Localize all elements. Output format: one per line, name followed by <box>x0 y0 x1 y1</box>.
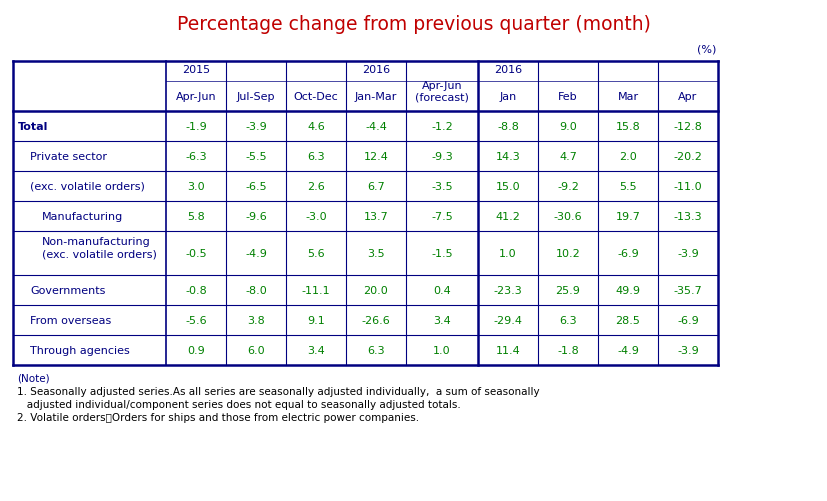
Text: 6.7: 6.7 <box>366 182 385 191</box>
Text: 2015: 2015 <box>182 65 210 75</box>
Text: 9.0: 9.0 <box>558 122 576 132</box>
Text: 6.3: 6.3 <box>366 345 385 355</box>
Text: 3.0: 3.0 <box>187 182 204 191</box>
Text: 3.8: 3.8 <box>246 315 265 325</box>
Text: -3.9: -3.9 <box>245 122 266 132</box>
Text: 15.8: 15.8 <box>615 122 639 132</box>
Text: Manufacturing: Manufacturing <box>42 211 123 221</box>
Text: -1.9: -1.9 <box>185 122 207 132</box>
Text: Percentage change from previous quarter (month): Percentage change from previous quarter … <box>177 16 650 35</box>
Text: Apr-Jun: Apr-Jun <box>175 92 216 102</box>
Text: 1.0: 1.0 <box>499 248 516 259</box>
Text: 2.6: 2.6 <box>307 182 324 191</box>
Text: Private sector: Private sector <box>30 152 107 162</box>
Text: 4.6: 4.6 <box>307 122 324 132</box>
Text: 3.4: 3.4 <box>307 345 324 355</box>
Text: (%): (%) <box>696 44 715 54</box>
Text: 20.0: 20.0 <box>363 286 388 296</box>
Text: -8.0: -8.0 <box>245 286 266 296</box>
Text: Non-manufacturing
(exc. volatile orders): Non-manufacturing (exc. volatile orders) <box>42 236 156 259</box>
Text: -9.2: -9.2 <box>557 182 578 191</box>
Text: -3.0: -3.0 <box>305 211 327 221</box>
Text: 2. Volatile orders：Orders for ships and those from electric power companies.: 2. Volatile orders：Orders for ships and … <box>17 412 418 422</box>
Text: -23.3: -23.3 <box>493 286 522 296</box>
Text: -26.6: -26.6 <box>361 315 390 325</box>
Text: 4.7: 4.7 <box>558 152 576 162</box>
Text: -1.2: -1.2 <box>431 122 452 132</box>
Text: adjusted individual/component series does not equal to seasonally adjusted total: adjusted individual/component series doe… <box>17 399 460 409</box>
Text: Jul-Sep: Jul-Sep <box>237 92 275 102</box>
Text: -0.5: -0.5 <box>185 248 207 259</box>
Text: -7.5: -7.5 <box>431 211 452 221</box>
Text: -6.3: -6.3 <box>185 152 207 162</box>
Text: -3.5: -3.5 <box>431 182 452 191</box>
Text: 28.5: 28.5 <box>614 315 639 325</box>
Text: -29.4: -29.4 <box>493 315 522 325</box>
Text: -9.3: -9.3 <box>431 152 452 162</box>
Text: Mar: Mar <box>617 92 638 102</box>
Text: Apr-Jun
(forecast): Apr-Jun (forecast) <box>414 81 468 103</box>
Text: 2016: 2016 <box>361 65 390 75</box>
Text: -5.6: -5.6 <box>185 315 207 325</box>
Text: 13.7: 13.7 <box>363 211 388 221</box>
Text: 25.9: 25.9 <box>555 286 580 296</box>
Text: Jan-Mar: Jan-Mar <box>355 92 397 102</box>
Text: Jan: Jan <box>499 92 516 102</box>
Text: -6.9: -6.9 <box>676 315 698 325</box>
Text: 6.3: 6.3 <box>558 315 576 325</box>
Text: -30.6: -30.6 <box>553 211 581 221</box>
Text: (exc. volatile orders): (exc. volatile orders) <box>30 182 145 191</box>
Text: -11.0: -11.0 <box>673 182 701 191</box>
Text: -6.5: -6.5 <box>245 182 266 191</box>
Text: -20.2: -20.2 <box>672 152 701 162</box>
Text: -13.3: -13.3 <box>673 211 701 221</box>
Text: 5.8: 5.8 <box>187 211 204 221</box>
Text: Total: Total <box>18 122 48 132</box>
Text: 6.0: 6.0 <box>247 345 265 355</box>
Text: 19.7: 19.7 <box>614 211 639 221</box>
Text: -35.7: -35.7 <box>673 286 701 296</box>
Text: 0.9: 0.9 <box>187 345 204 355</box>
Text: -0.8: -0.8 <box>185 286 207 296</box>
Text: -1.8: -1.8 <box>557 345 578 355</box>
Text: -9.6: -9.6 <box>245 211 266 221</box>
Text: 10.2: 10.2 <box>555 248 580 259</box>
Text: -8.8: -8.8 <box>496 122 519 132</box>
Text: -4.9: -4.9 <box>245 248 266 259</box>
Text: -3.9: -3.9 <box>676 345 698 355</box>
Text: 1. Seasonally adjusted series.As all series are seasonally adjusted individually: 1. Seasonally adjusted series.As all ser… <box>17 386 539 396</box>
Text: (Note): (Note) <box>17 373 50 383</box>
Text: 14.3: 14.3 <box>495 152 519 162</box>
Text: 15.0: 15.0 <box>495 182 519 191</box>
Text: 49.9: 49.9 <box>614 286 640 296</box>
Text: 12.4: 12.4 <box>363 152 388 162</box>
Text: 6.3: 6.3 <box>307 152 324 162</box>
Text: -3.9: -3.9 <box>676 248 698 259</box>
Text: 1.0: 1.0 <box>433 345 450 355</box>
Text: Feb: Feb <box>557 92 577 102</box>
Text: 2016: 2016 <box>494 65 522 75</box>
Text: -11.1: -11.1 <box>301 286 330 296</box>
Text: -5.5: -5.5 <box>245 152 266 162</box>
Text: -4.4: -4.4 <box>365 122 386 132</box>
Text: Oct-Dec: Oct-Dec <box>294 92 338 102</box>
Text: From overseas: From overseas <box>30 315 111 325</box>
Text: 5.5: 5.5 <box>619 182 636 191</box>
Text: Governments: Governments <box>30 286 105 296</box>
Text: -12.8: -12.8 <box>672 122 701 132</box>
Text: Through agencies: Through agencies <box>30 345 130 355</box>
Text: 41.2: 41.2 <box>495 211 520 221</box>
Text: 9.1: 9.1 <box>307 315 324 325</box>
Text: 2.0: 2.0 <box>619 152 636 162</box>
Text: 0.4: 0.4 <box>433 286 451 296</box>
Text: 3.5: 3.5 <box>366 248 385 259</box>
Text: -4.9: -4.9 <box>616 345 638 355</box>
Text: 3.4: 3.4 <box>433 315 451 325</box>
Text: 5.6: 5.6 <box>307 248 324 259</box>
Text: Apr: Apr <box>677 92 697 102</box>
Text: -6.9: -6.9 <box>616 248 638 259</box>
Text: 11.4: 11.4 <box>495 345 519 355</box>
Text: -1.5: -1.5 <box>431 248 452 259</box>
